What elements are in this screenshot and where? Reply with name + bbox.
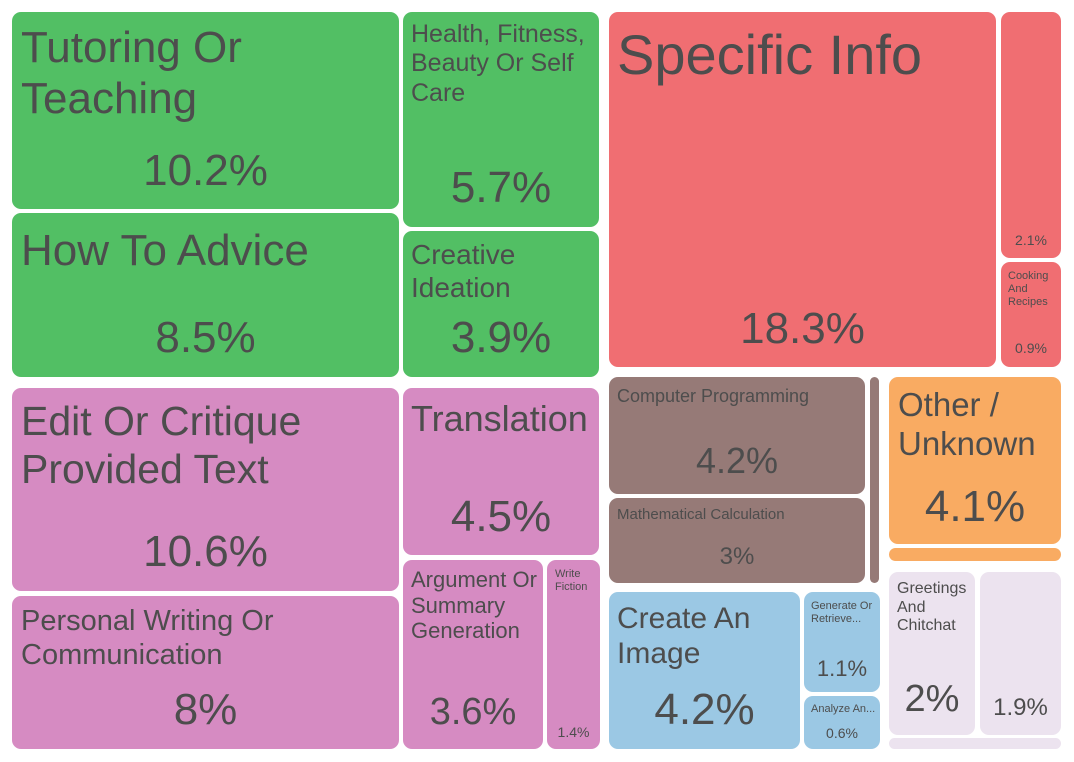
- tile-unlabeled-22: [889, 738, 1061, 749]
- tile-label: Cooking And Recipes: [1008, 270, 1049, 308]
- tile-unlabeled-21: 1.9%: [980, 572, 1061, 735]
- tile-other-unknown: Other / Unknown 4.1%: [889, 377, 1061, 544]
- tile-write-fiction: Write Fiction 1.4%: [547, 560, 600, 749]
- tile-argument-or-summary-generation: Argument Or Summary Generation 3.6%: [403, 560, 543, 749]
- tile-greetings-and-chitchat: Greetings And Chitchat 2%: [889, 572, 975, 735]
- tile-translation: Translation 4.5%: [403, 388, 599, 555]
- tile-label: Edit Or Critique Provided Text: [21, 398, 302, 492]
- tile-label: Argument Or Summary Generation: [411, 567, 537, 644]
- tile-value: 3.6%: [429, 691, 517, 733]
- tile-label: Mathematical Calculation: [617, 506, 785, 523]
- tile-label: Personal Writing Or Communication: [21, 605, 274, 671]
- tile-create-an-image: Create An Image 4.2%: [609, 592, 800, 749]
- tile-value: 8.5%: [155, 313, 256, 362]
- tile-value: 1.4%: [557, 724, 590, 740]
- tile-value: 1.1%: [816, 656, 868, 681]
- tile-unlabeled-10: 2.1%: [1001, 12, 1061, 258]
- tile-label: Tutoring Or Teaching: [21, 23, 242, 124]
- tile-computer-programming: Computer Programming 4.2%: [609, 377, 865, 494]
- tile-label: Write Fiction: [555, 568, 588, 593]
- tile-label: Computer Programming: [617, 386, 810, 406]
- tile-value: 4.2%: [695, 440, 779, 481]
- tile-value: 0.6%: [826, 725, 858, 741]
- tile-value: 10.6%: [143, 527, 268, 576]
- tile-edit-or-critique-provided-text: Edit Or Critique Provided Text 10.6%: [12, 388, 399, 591]
- tile-personal-writing-or-communication: Personal Writing Or Communication 8%: [12, 596, 399, 749]
- tile-value: 8%: [173, 685, 238, 734]
- tile-label: Specific Info: [617, 23, 923, 86]
- tile-cooking-and-recipes: Cooking And Recipes 0.9%: [1001, 262, 1061, 367]
- tile-value: 4.1%: [924, 482, 1026, 531]
- tile-value: 0.9%: [1015, 340, 1047, 356]
- tile-label: Create An Image: [617, 602, 751, 671]
- tile-label: Greetings And Chitchat: [897, 580, 967, 635]
- tile-how-to-advice: How To Advice 8.5%: [12, 213, 399, 377]
- tile-creative-ideation: Creative Ideation 3.9%: [403, 231, 599, 377]
- tile-label: Creative Ideation: [411, 239, 516, 303]
- tile-value: 2%: [904, 678, 960, 720]
- tile-value: 4.5%: [450, 492, 552, 541]
- tile-mathematical-calculation: Mathematical Calculation 3%: [609, 498, 865, 583]
- tile-value: 1.9%: [993, 694, 1048, 721]
- tile-unlabeled-16: [889, 548, 1061, 561]
- tile-label: Translation: [411, 398, 588, 439]
- tile-unlabeled-14: [870, 377, 879, 583]
- tile-specific-info: Specific Info 18.3%: [609, 12, 996, 367]
- tile-value: 3.9%: [450, 313, 552, 362]
- tile-value: 5.7%: [450, 163, 552, 212]
- tile-label: How To Advice: [21, 226, 309, 275]
- tile-label: Generate Or Retrieve...: [811, 600, 873, 625]
- tile-value: 10.2%: [143, 146, 268, 195]
- tile-health-fitness-beauty-or-self-care: Health, Fitness, Beauty Or Self Care 5.7%: [403, 12, 599, 227]
- tile-label: Other / Unknown: [898, 386, 1036, 462]
- tile-generate-or-retrieve: Generate Or Retrieve... 1.1%: [804, 592, 880, 692]
- tile-value: 4.2%: [654, 685, 755, 734]
- tile-value: 3%: [719, 543, 755, 570]
- tile-label: Analyze An...: [811, 703, 876, 715]
- tile-label: Health, Fitness, Beauty Or Self Care: [411, 20, 585, 107]
- tile-analyze-an: Analyze An... 0.6%: [804, 696, 880, 749]
- tile-value: 2.1%: [1015, 232, 1047, 248]
- tile-tutoring-or-teaching: Tutoring Or Teaching 10.2%: [12, 12, 399, 209]
- tile-value: 18.3%: [740, 304, 865, 353]
